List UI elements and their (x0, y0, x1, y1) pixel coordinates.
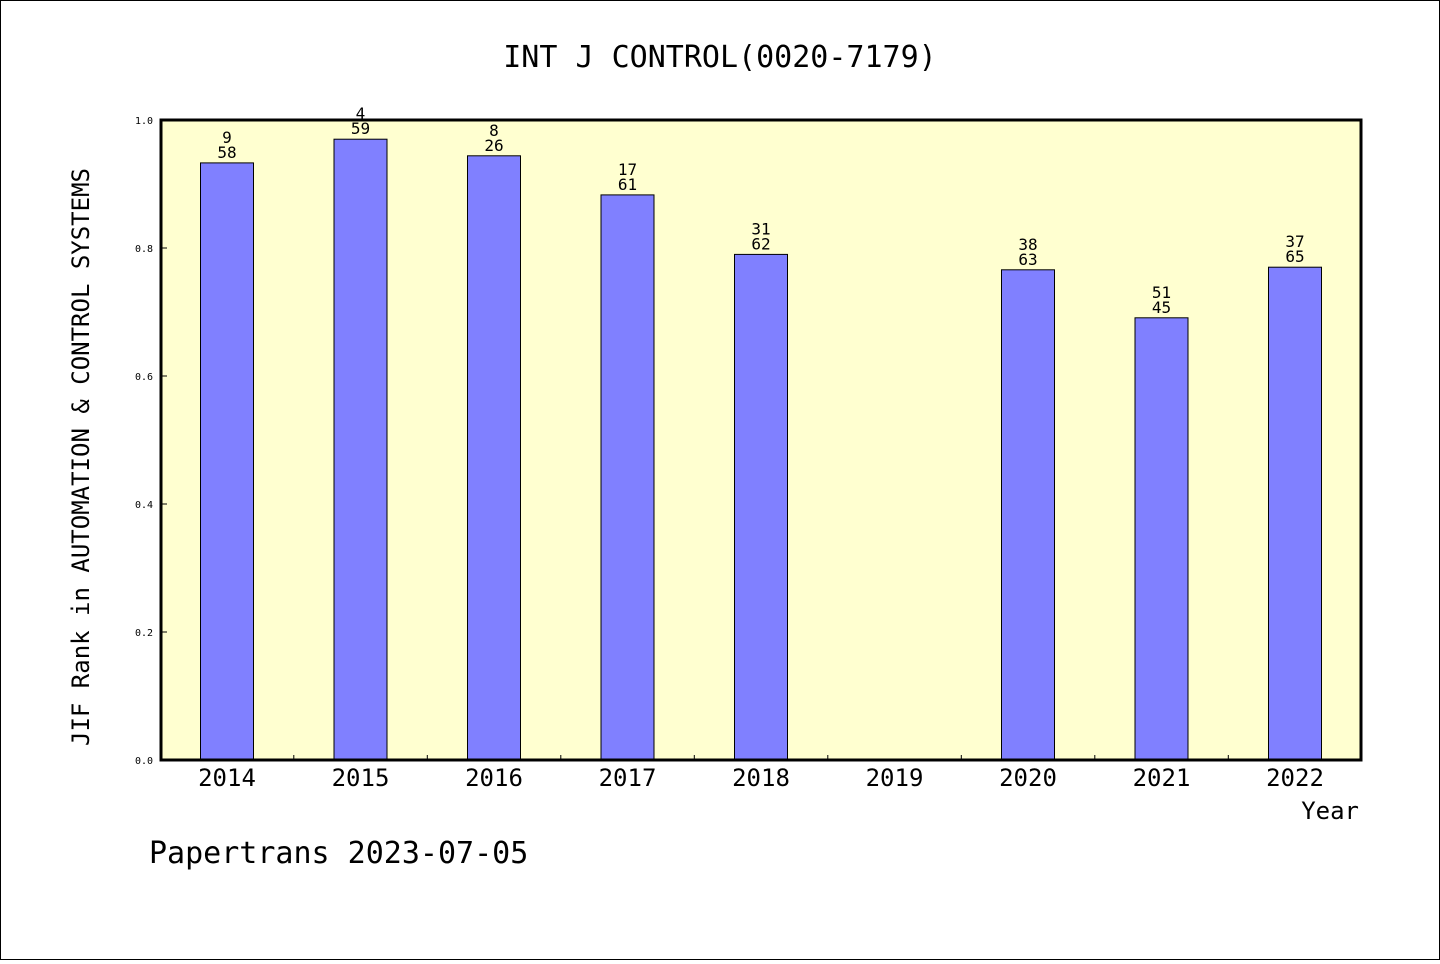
x-tick-label-2014: 2014 (198, 764, 256, 792)
footer-text: Papertrans 2023-07-05 (149, 836, 528, 871)
bar-rank-label-2022: 37 (1285, 232, 1304, 251)
plot-frame (159, 118, 1363, 762)
y-tick-label: 0.4 (135, 500, 153, 511)
x-tick-label-2020: 2020 (999, 764, 1057, 792)
chart-title: INT J CONTROL(0020-7179) (503, 40, 936, 75)
bar-rank-label-2015: 4 (356, 104, 366, 123)
x-tick-label-2021: 2021 (1133, 764, 1191, 792)
y-tick-label: 0.2 (135, 628, 153, 639)
bar-total-label-2021: 45 (1152, 298, 1171, 317)
bar-rank-label-2016: 8 (489, 121, 499, 140)
bar-rank-label-2014: 9 (222, 128, 232, 147)
x-tick-label-2018: 2018 (732, 764, 790, 792)
bar-2018 (734, 253, 788, 761)
bar-2015 (333, 138, 388, 761)
bar-2017 (600, 194, 655, 761)
bar-2022 (1268, 266, 1322, 761)
bar-total-label-2022: 65 (1285, 247, 1304, 266)
bar-total-label-2020: 63 (1018, 250, 1037, 269)
y-tick-label: 0.6 (135, 372, 153, 383)
x-axis-label: Year (1301, 797, 1359, 825)
y-tick-label: 0.0 (135, 756, 153, 767)
x-tick-group: 2014 2015 2016 2017 2018 2019 2020 2021 2022 (198, 755, 1324, 792)
bar-total-label-2018: 62 (751, 234, 770, 253)
y-tick-label: 1.0 (135, 116, 153, 127)
bar-rank-label-2017: 17 (618, 160, 637, 179)
bar-2014 (200, 162, 254, 761)
bar-total-label-2016: 26 (484, 136, 503, 155)
x-tick-label-2016: 2016 (465, 764, 523, 792)
bar-total-label-2017: 61 (618, 175, 637, 194)
bar-rank-label-2020: 38 (1018, 235, 1037, 254)
bar-rank-label-2018: 31 (751, 219, 770, 238)
y-tick-label: 0.8 (135, 244, 153, 255)
y-axis-label: JIF Rank in AUTOMATION & CONTROL SYSTEMS (67, 168, 95, 746)
bar-rank-label-2021: 51 (1152, 283, 1171, 302)
bar-total-label-2015: 59 (351, 119, 370, 138)
bar-2016 (467, 155, 521, 761)
bar-total-label-2014: 58 (217, 143, 236, 162)
x-tick-label-2022: 2022 (1266, 764, 1324, 792)
x-tick-label-2015: 2015 (332, 764, 390, 792)
bar-2021 (1134, 317, 1189, 761)
bar-2020 (1001, 269, 1055, 761)
x-tick-label-2019: 2019 (866, 764, 924, 792)
x-tick-label-2017: 2017 (599, 764, 657, 792)
